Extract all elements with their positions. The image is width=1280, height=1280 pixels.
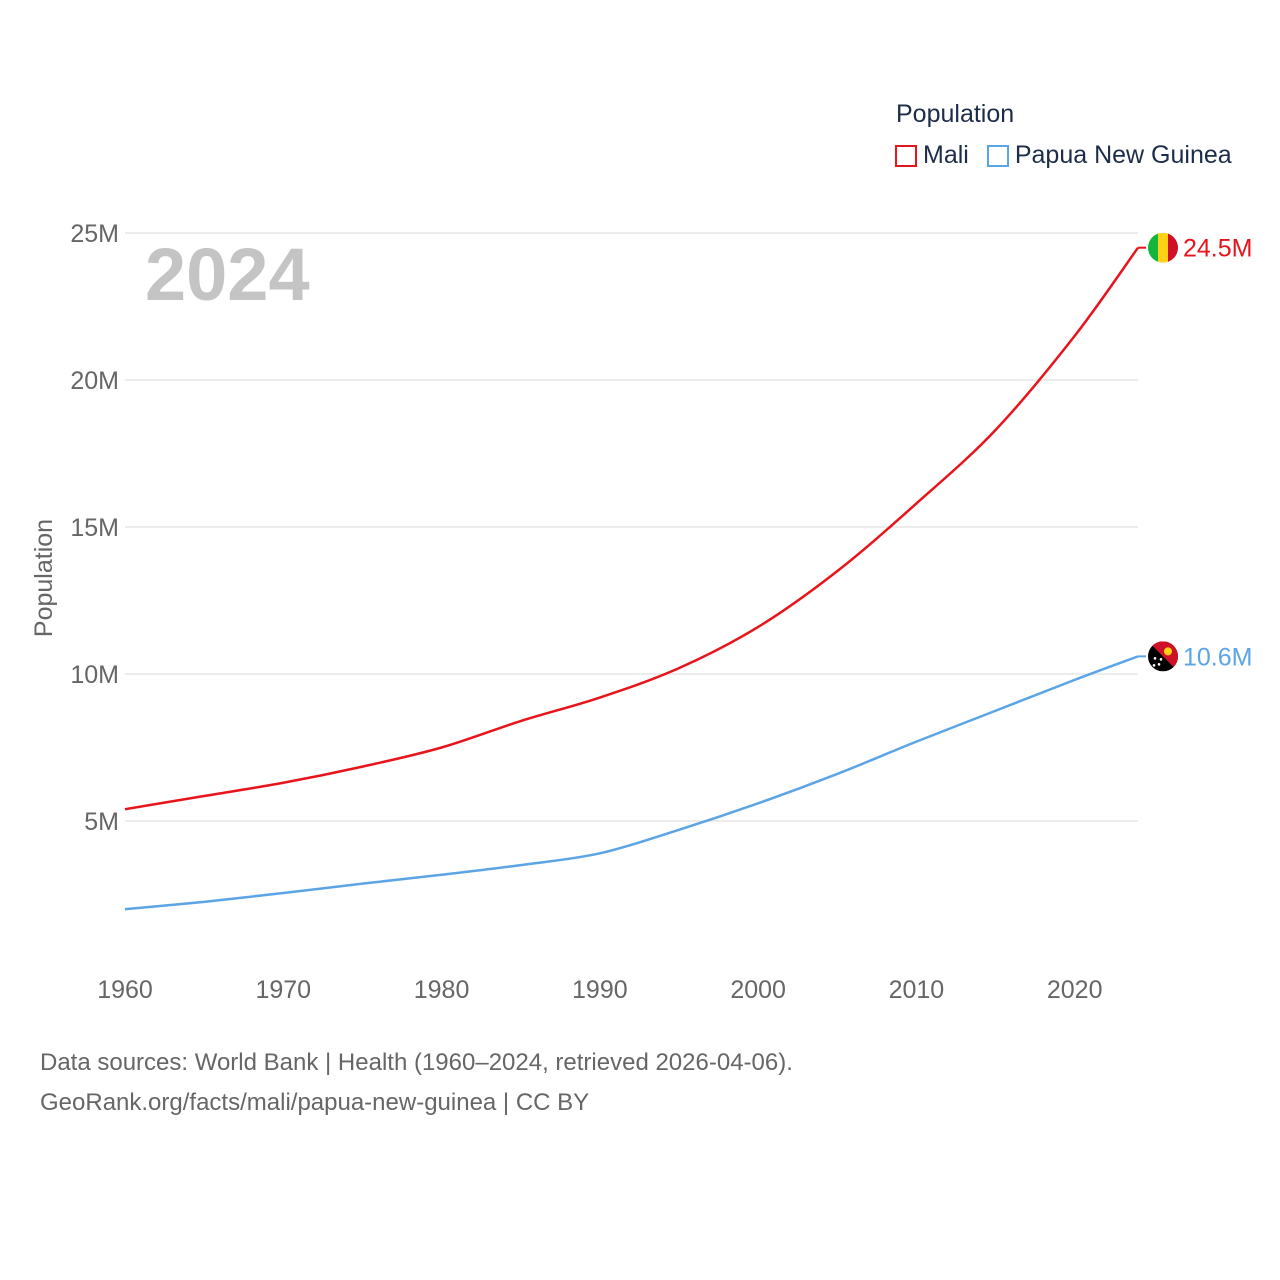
legend-item-papua-new-guinea[interactable]: Papua New Guinea (986, 141, 1232, 170)
x-tick-label: 2010 (889, 976, 945, 1004)
footer-link[interactable]: GeoRank.org/facts/mali/papua-new-guinea … (40, 1089, 590, 1116)
y-tick-label: 10M (70, 661, 119, 689)
series-lines (124, 246, 1140, 911)
y-tick-label: 15M (70, 514, 119, 542)
series-line-papua-new-guinea[interactable] (124, 655, 1139, 911)
end-value-label-papua-new-guinea: 10.6M (1183, 643, 1252, 671)
y-tick-label: 25M (70, 220, 119, 248)
x-tick-label: 1980 (414, 976, 470, 1004)
x-tick-label: 2000 (730, 976, 786, 1004)
x-tick-label: 1960 (97, 976, 153, 1004)
legend-label-mali: Mali (923, 141, 969, 169)
mali-flag-icon (1148, 232, 1178, 263)
grid-lines (125, 232, 1138, 822)
legend-title: Population (896, 100, 1015, 128)
y-axis-ticks: 5M 10M 15M 20M 25M (70, 220, 119, 836)
series-line-mali[interactable] (124, 246, 1140, 811)
legend-swatch-mali (895, 144, 917, 167)
legend: Mali Papua New Guinea (895, 141, 1250, 170)
end-value-label-mali: 24.5M (1183, 235, 1252, 263)
y-axis-title: Population (30, 519, 58, 637)
x-axis-ticks: 1960 1970 1980 1990 2000 2010 2020 (97, 976, 1102, 1004)
y-tick-label: 20M (70, 367, 119, 395)
png-flag-icon (1148, 641, 1178, 672)
series-end-labels: 24.5M 10.6M (1138, 232, 1252, 672)
footer-sources: Data sources: World Bank | Health (1960–… (40, 1049, 793, 1076)
legend-item-mali[interactable]: Mali (895, 141, 969, 170)
x-tick-label: 1990 (572, 976, 628, 1004)
x-tick-label: 1970 (255, 976, 311, 1004)
x-tick-label: 2020 (1047, 976, 1103, 1004)
legend-label-papua-new-guinea: Papua New Guinea (1014, 141, 1232, 169)
y-tick-label: 5M (84, 808, 119, 836)
year-label: 2024 (145, 233, 310, 316)
footer: Data sources: World Bank | Health (1960–… (40, 1043, 793, 1123)
legend-swatch-papua-new-guinea (986, 144, 1009, 167)
